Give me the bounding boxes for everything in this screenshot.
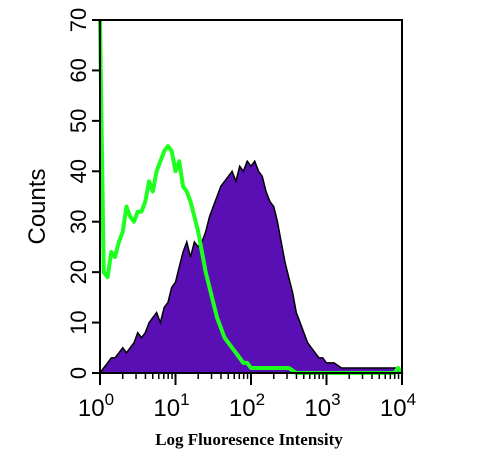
y-tick-label: 0 [66,367,91,379]
y-tick-label: 10 [66,310,91,334]
y-axis-title: Counts [24,168,51,244]
y-tick-label: 50 [66,109,91,133]
y-tick-label: 70 [66,8,91,32]
x-tick-label: 102 [229,390,265,422]
y-tick-label: 60 [66,58,91,82]
y-tick-label: 20 [66,260,91,284]
x-axis-title: Log Fluoresence Intensity [155,430,343,449]
y-tick-label: 30 [66,209,91,233]
x-tick-label: 103 [304,390,340,422]
y-axis: 0 10 20 30 40 50 60 70 [66,8,100,379]
y-tick-label: 40 [66,159,91,183]
plot-area [98,19,404,375]
x-tick-label: 101 [153,390,189,422]
x-axis: 100 101 102 103 104 [78,373,416,422]
x-tick-label: 100 [78,390,114,422]
x-tick-label: 104 [380,390,416,422]
sample-histogram-area [98,159,404,374]
